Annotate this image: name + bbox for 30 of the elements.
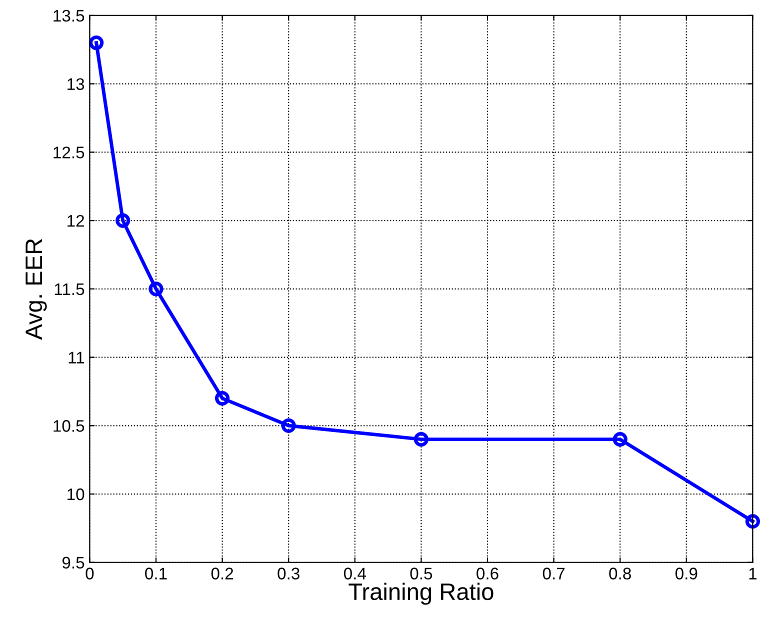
y-tick-label: 11	[68, 352, 84, 364]
point	[148, 282, 164, 296]
point	[89, 36, 104, 50]
y-tick-label: 12.5	[54, 146, 84, 158]
x-tick-label: 0.5	[410, 568, 432, 580]
point	[745, 514, 760, 529]
x-tick-label: 0.8	[609, 568, 631, 580]
point	[281, 418, 296, 433]
y-tick-label: 10.5	[54, 420, 84, 432]
y-tick-label: 12	[68, 214, 84, 227]
point	[215, 391, 230, 406]
y-axis-title: Avg. EER	[26, 239, 47, 340]
x-axis-title: Training Ratio	[348, 582, 494, 605]
x-tick-label: 1	[749, 568, 757, 580]
x-tick-label: 0.7	[542, 568, 565, 580]
x-tick-label: 0.4	[344, 568, 366, 580]
y-tick-label: 9.5	[62, 556, 84, 569]
y-tick-label: 13.5	[54, 10, 84, 22]
x-tick-label: 0.3	[278, 568, 300, 580]
y-tick-label: 13	[68, 78, 84, 90]
point	[612, 432, 628, 447]
point	[116, 213, 130, 228]
x-tick-label: 0.9	[675, 568, 698, 580]
y-tick-label: 11.5	[54, 283, 84, 296]
x-tick-label: 0.6	[476, 568, 498, 580]
y-tick-label: 10	[68, 488, 84, 500]
x-tick-label: 0.1	[145, 568, 167, 580]
x-tick-label: 0	[86, 568, 94, 580]
x-tick-label: 0.2	[211, 568, 234, 580]
point	[414, 432, 428, 447]
